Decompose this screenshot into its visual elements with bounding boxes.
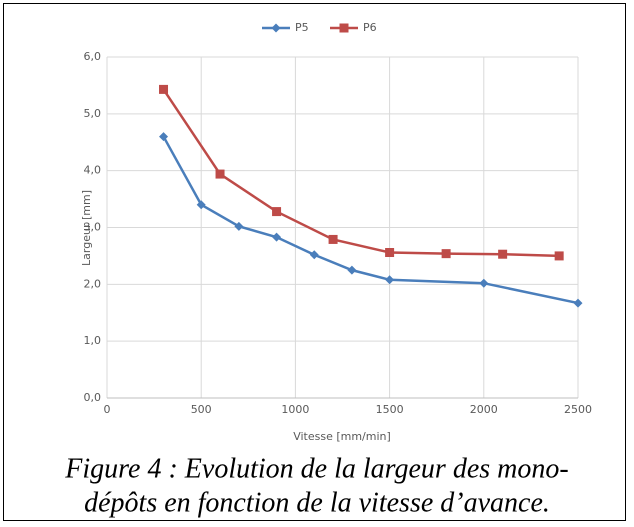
marker xyxy=(328,234,338,244)
y-tick-label: 2,0 xyxy=(84,277,102,290)
marker xyxy=(441,249,451,259)
y-axis-label: Largeur [mm] xyxy=(80,190,93,266)
x-tick-label: 2000 xyxy=(470,403,498,416)
caption-line: Figure 4 : Evolution de la largeur des m… xyxy=(64,453,568,484)
y-tick-label: 4,0 xyxy=(84,164,102,177)
marker xyxy=(271,23,281,33)
caption-line: dépôts en fonction de la vitesse d’avanc… xyxy=(84,487,550,518)
y-tick-label: 3,0 xyxy=(84,221,102,234)
marker xyxy=(159,84,169,94)
y-tick-label: 0,0 xyxy=(84,391,102,404)
y-tick-label: 6,0 xyxy=(84,50,102,63)
series-line xyxy=(162,135,579,305)
x-tick-label: 2500 xyxy=(564,403,592,416)
marker xyxy=(272,207,282,217)
marker xyxy=(159,132,169,142)
marker xyxy=(339,23,349,33)
marker xyxy=(385,248,395,258)
marker xyxy=(479,278,489,288)
marker xyxy=(215,169,225,179)
marker xyxy=(347,265,357,275)
frame xyxy=(3,3,626,521)
marker xyxy=(498,249,508,259)
marker xyxy=(385,275,395,285)
x-axis-label: Vitesse [mm/min] xyxy=(293,430,391,443)
x-tick-label: 1000 xyxy=(281,403,309,416)
marker xyxy=(309,250,319,260)
legend-label: P6 xyxy=(363,21,377,34)
marker xyxy=(234,221,244,231)
x-tick-label: 0 xyxy=(104,403,111,416)
y-tick-label: 5,0 xyxy=(84,107,102,120)
x-tick-label: 1500 xyxy=(376,403,404,416)
series-line xyxy=(162,88,560,258)
marker xyxy=(554,251,564,261)
legend-label: P5 xyxy=(295,21,309,34)
marker xyxy=(272,232,282,242)
marker xyxy=(196,200,206,210)
y-tick-label: 1,0 xyxy=(84,334,102,347)
marker xyxy=(573,298,583,308)
x-tick-label: 500 xyxy=(191,403,212,416)
